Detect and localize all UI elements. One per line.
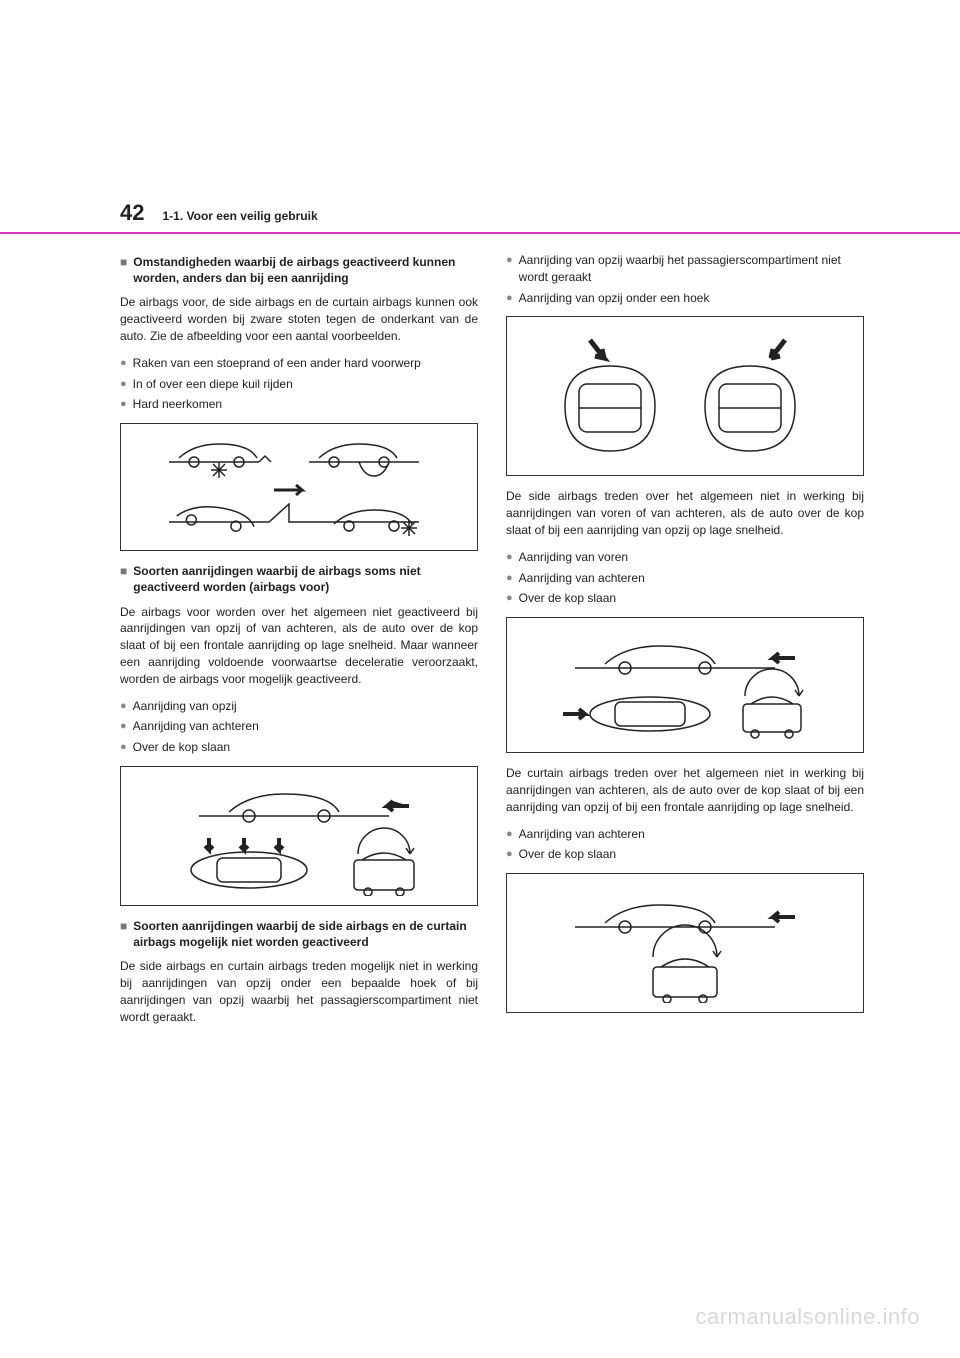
square-marker-icon: ■ xyxy=(120,918,127,950)
subheading-text: Soorten aanrijdingen waarbij de airbags … xyxy=(133,563,478,595)
bullet-dot-icon: ● xyxy=(120,739,127,756)
content-columns: ■ Omstandigheden waarbij de airbags geac… xyxy=(120,248,864,1035)
bullet-item: ● Raken van een stoeprand of een ander h… xyxy=(120,355,478,372)
bullet-text: Aanrijding van achteren xyxy=(519,826,645,843)
bullet-item: ● Aanrijding van opzij onder een hoek xyxy=(506,290,864,307)
bullet-item: ● Aanrijding van opzij waarbij het passa… xyxy=(506,252,864,286)
paragraph: De curtain airbags treden over het algem… xyxy=(506,765,864,815)
bullet-text: Aanrijding van voren xyxy=(519,549,628,566)
bullet-dot-icon: ● xyxy=(506,590,513,607)
subheading-text: Soorten aanrijdingen waarbij de side air… xyxy=(133,918,478,950)
bullet-dot-icon: ● xyxy=(506,570,513,587)
bullet-item: ● In of over een diepe kuil rijden xyxy=(120,376,478,393)
bullet-item: ● Over de kop slaan xyxy=(120,739,478,756)
illustration-collisions-icon xyxy=(159,776,439,896)
bullet-text: Aanrijding van achteren xyxy=(133,718,259,735)
figure-side-airbag-noactivate xyxy=(506,617,864,753)
figure-front-airbag-noactivate xyxy=(120,766,478,906)
bullet-text: Raken van een stoeprand of een ander har… xyxy=(133,355,421,372)
figure-underbody-impacts xyxy=(120,423,478,551)
paragraph: De airbags voor, de side airbags en de c… xyxy=(120,294,478,344)
bullet-dot-icon: ● xyxy=(506,290,513,307)
bullet-text: Aanrijding van achteren xyxy=(519,570,645,587)
bullet-item: ● Aanrijding van achteren xyxy=(506,570,864,587)
right-column: ● Aanrijding van opzij waarbij het passa… xyxy=(506,248,864,1035)
paragraph: De airbags voor worden over het algemeen… xyxy=(120,604,478,688)
illustration-underbody-icon xyxy=(159,432,439,542)
bullet-dot-icon: ● xyxy=(120,698,127,715)
header-divider xyxy=(0,232,960,234)
bullet-item: ● Aanrijding van voren xyxy=(506,549,864,566)
bullet-item: ● Aanrijding van achteren xyxy=(120,718,478,735)
paragraph: De side airbags en curtain airbags trede… xyxy=(120,958,478,1025)
illustration-side-angle-icon xyxy=(545,326,825,466)
bullet-text: In of over een diepe kuil rijden xyxy=(133,376,293,393)
bullet-text: Aanrijding van opzij xyxy=(133,698,237,715)
subheading-front-airbags: ■ Soorten aanrijdingen waarbij de airbag… xyxy=(120,563,478,595)
manual-page: 42 1-1. Voor een veilig gebruik ■ Omstan… xyxy=(0,0,960,1035)
subheading-side-curtain: ■ Soorten aanrijdingen waarbij de side a… xyxy=(120,918,478,950)
square-marker-icon: ■ xyxy=(120,254,127,286)
bullet-dot-icon: ● xyxy=(120,376,127,393)
bullet-text: Aanrijding van opzij waarbij het passagi… xyxy=(519,252,864,286)
bullet-dot-icon: ● xyxy=(120,396,127,413)
left-column: ■ Omstandigheden waarbij de airbags geac… xyxy=(120,248,478,1035)
subheading-text: Omstandigheden waarbij de airbags geacti… xyxy=(133,254,478,286)
bullet-item: ● Aanrijding van achteren xyxy=(506,826,864,843)
watermark-text: carmanualsonline.info xyxy=(695,1304,920,1330)
paragraph: De side airbags treden over het algemeen… xyxy=(506,488,864,538)
bullet-text: Aanrijding van opzij onder een hoek xyxy=(519,290,710,307)
bullet-item: ● Hard neerkomen xyxy=(120,396,478,413)
bullet-dot-icon: ● xyxy=(120,718,127,735)
bullet-dot-icon: ● xyxy=(506,252,513,286)
bullet-dot-icon: ● xyxy=(506,826,513,843)
figure-side-angle xyxy=(506,316,864,476)
illustration-side-airbag-icon xyxy=(545,626,825,744)
bullet-text: Over de kop slaan xyxy=(133,739,230,756)
section-title: 1-1. Voor een veilig gebruik xyxy=(162,209,317,223)
bullet-dot-icon: ● xyxy=(120,355,127,372)
square-marker-icon: ■ xyxy=(120,563,127,595)
bullet-text: Over de kop slaan xyxy=(519,846,616,863)
page-header: 42 1-1. Voor een veilig gebruik xyxy=(120,200,864,226)
subheading-conditions: ■ Omstandigheden waarbij de airbags geac… xyxy=(120,254,478,286)
bullet-item: ● Aanrijding van opzij xyxy=(120,698,478,715)
bullet-item: ● Over de kop slaan xyxy=(506,590,864,607)
bullet-text: Hard neerkomen xyxy=(133,396,222,413)
bullet-item: ● Over de kop slaan xyxy=(506,846,864,863)
figure-curtain-airbag-noactivate xyxy=(506,873,864,1013)
illustration-curtain-airbag-icon xyxy=(545,883,825,1003)
bullet-dot-icon: ● xyxy=(506,846,513,863)
bullet-dot-icon: ● xyxy=(506,549,513,566)
page-number: 42 xyxy=(120,200,144,226)
bullet-text: Over de kop slaan xyxy=(519,590,616,607)
